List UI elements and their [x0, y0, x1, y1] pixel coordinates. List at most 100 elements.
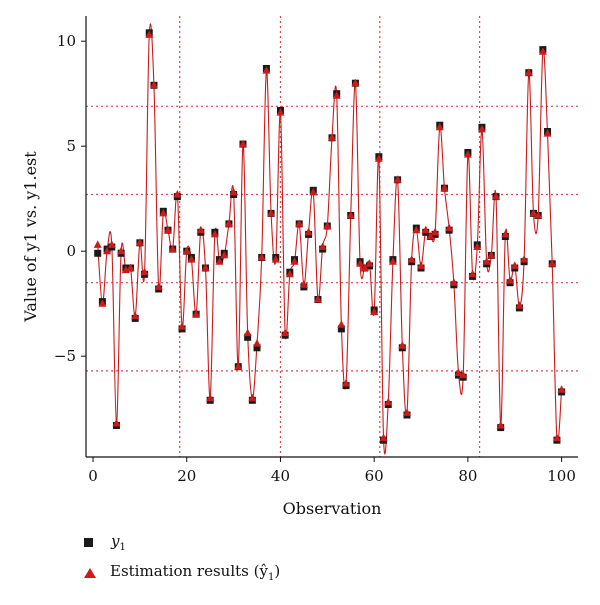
estimation-point [229, 187, 238, 196]
estimation-point [313, 295, 322, 303]
estimation-point [243, 328, 252, 337]
estimation-point [365, 259, 374, 267]
estimation-point [384, 397, 393, 406]
estimation-point [412, 225, 421, 234]
estimation-point [168, 244, 177, 253]
estimation-point [192, 309, 201, 318]
estimation-point [426, 232, 435, 240]
estimation-point [356, 259, 365, 267]
estimation-point [557, 385, 566, 393]
estimation-point [388, 257, 397, 265]
y-tick-label: −5 [54, 347, 76, 365]
estimation-point [351, 78, 360, 87]
estimation-point [135, 238, 144, 246]
estimation-point [154, 282, 163, 290]
estimation-point [328, 133, 336, 141]
estimation-point [201, 263, 210, 271]
estimation-point [262, 66, 271, 74]
estimation-point [445, 223, 454, 232]
estimation-point [417, 261, 426, 269]
estimation-point [309, 187, 318, 196]
y-axis-title: Value of y1 vs. y1.est [21, 151, 40, 323]
estimation-point [524, 68, 533, 76]
estimation-point [271, 255, 280, 263]
x-tick-label: 100 [547, 467, 576, 485]
estimation-point [515, 301, 524, 309]
estimation-point [248, 393, 257, 402]
estimation-point [295, 219, 304, 227]
estimation-point [253, 339, 262, 347]
legend-item-estimation: Estimation results (ŷ1) [84, 562, 280, 583]
estimation-point [449, 278, 458, 286]
x-tick-label: 40 [271, 467, 290, 485]
estimation-point [398, 341, 407, 349]
estimation-point [182, 246, 191, 255]
y1-point [244, 333, 252, 341]
estimation-point [492, 192, 500, 200]
estimation-point [93, 240, 102, 248]
estimation-point [538, 47, 547, 55]
estimation-point [435, 122, 444, 131]
estimation-point [323, 221, 332, 229]
estimation-point [454, 368, 463, 376]
estimation-point [304, 227, 313, 236]
estimation-point [149, 80, 158, 89]
y1-markers [94, 29, 566, 444]
estimation-point [121, 265, 130, 274]
estimation-point [112, 418, 121, 427]
y1-point [337, 325, 345, 333]
estimation-point [482, 257, 491, 265]
estimation-point [238, 139, 247, 148]
estimation-point [178, 322, 187, 330]
estimation-point [290, 257, 299, 265]
estimation-point [379, 433, 388, 442]
estimation-point [473, 242, 482, 250]
x-axis-title: Observation [283, 499, 382, 518]
estimation-point [402, 408, 411, 416]
estimation-point [407, 255, 416, 263]
estimation-point [126, 263, 135, 271]
x-tick-label: 60 [365, 467, 384, 485]
estimation-point [440, 183, 449, 192]
estimation-point [210, 229, 219, 238]
estimation-markers [93, 30, 566, 442]
estimation-point [529, 208, 538, 217]
estimation-point [281, 328, 290, 337]
estimation-point [501, 229, 510, 238]
estimation-point [496, 421, 505, 429]
y-tick-label: 5 [66, 137, 76, 155]
estimation-point [131, 311, 140, 320]
estimation-point [145, 30, 154, 38]
estimation-point [117, 246, 126, 255]
y-tick-label: 0 [66, 242, 76, 260]
estimation-point [206, 393, 215, 402]
estimation-point [543, 129, 552, 137]
estimation-point [103, 246, 112, 255]
square-marker-icon [84, 538, 93, 547]
estimation-point [459, 370, 468, 379]
estimation-point [257, 253, 266, 261]
estimation-line [97, 23, 563, 455]
estimation-point [196, 225, 205, 234]
estimation-point [140, 267, 149, 276]
triangle-marker-icon [84, 567, 96, 578]
estimation-point [393, 175, 402, 183]
estimation-point [299, 280, 308, 288]
estimation-point [477, 124, 486, 133]
estimation-point [468, 269, 477, 278]
ticks: 0 20 40 60 80 100 −5 0 5 10 [54, 32, 576, 485]
estimation-point [276, 108, 285, 116]
estimation-point [510, 261, 519, 269]
estimation-point [215, 257, 224, 265]
y1-point [94, 249, 102, 257]
y1-point [253, 344, 261, 352]
estimation-point [342, 379, 351, 387]
legend-label-y1: y1 [111, 532, 126, 553]
estimation-point [463, 150, 472, 158]
estimation-point [548, 259, 557, 267]
estimation-point [107, 240, 116, 248]
estimation-point [431, 227, 440, 236]
estimation-point [346, 211, 355, 219]
legend-label-estimation: Estimation results (ŷ1) [110, 562, 281, 583]
